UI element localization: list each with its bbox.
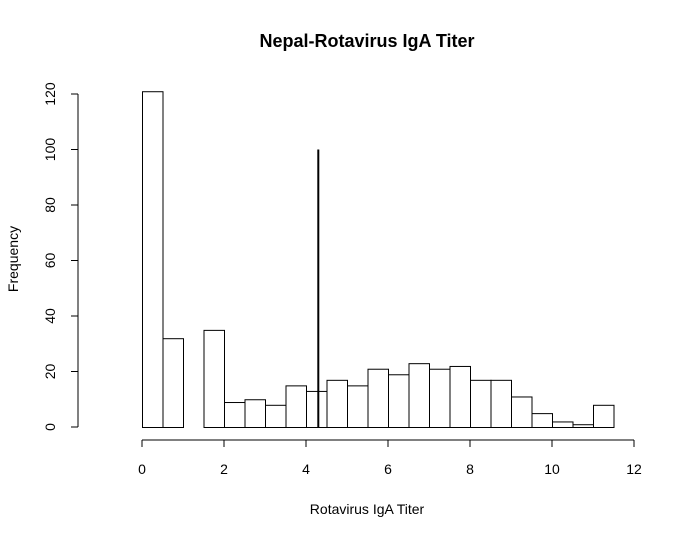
bar-9 xyxy=(326,379,348,429)
x-tick-label-3: 6 xyxy=(384,461,392,477)
bar-7 xyxy=(285,385,307,428)
bar-3 xyxy=(203,329,225,428)
chart-title: Nepal-Rotavirus IgA Titer xyxy=(259,31,474,51)
bars-group xyxy=(142,91,615,429)
bar-4 xyxy=(224,402,246,428)
x-tick-label-4: 8 xyxy=(466,461,474,477)
x-tick-label-0: 0 xyxy=(138,461,146,477)
bar-21 xyxy=(572,424,594,429)
bar-11 xyxy=(367,368,389,429)
y-tick-label-4: 80 xyxy=(42,197,58,213)
y-tick-label-3: 60 xyxy=(42,253,58,269)
y-tick-label-1: 20 xyxy=(42,364,58,380)
bar-13 xyxy=(408,363,430,428)
y-tick-label-5: 100 xyxy=(42,138,58,162)
bar-14 xyxy=(429,368,451,429)
x-tick-label-1: 2 xyxy=(220,461,228,477)
y-axis-label: Frequency xyxy=(5,226,21,292)
bar-8 xyxy=(306,390,328,428)
x-tick-label-2: 4 xyxy=(302,461,310,477)
bar-5 xyxy=(244,399,266,428)
y-tick-label-2: 40 xyxy=(42,308,58,324)
bar-12 xyxy=(388,374,410,428)
x-tick-label-6: 12 xyxy=(626,461,642,477)
x-axis-label: Rotavirus IgA Titer xyxy=(310,501,425,517)
bar-6 xyxy=(265,404,287,428)
y-tick-label-0: 0 xyxy=(42,423,58,431)
bar-20 xyxy=(552,421,574,429)
bar-1 xyxy=(162,338,184,429)
bar-17 xyxy=(490,379,512,429)
bar-10 xyxy=(347,385,369,428)
y-axis: 0 20 40 60 80 100 120 xyxy=(42,82,79,431)
x-axis: 0 2 4 6 8 10 12 xyxy=(138,439,642,477)
bar-16 xyxy=(470,379,492,429)
bar-15 xyxy=(449,365,471,429)
bar-19 xyxy=(531,413,553,428)
bar-22 xyxy=(593,404,615,428)
bar-18 xyxy=(511,396,533,429)
bar-0 xyxy=(142,91,164,428)
y-tick-label-6: 120 xyxy=(42,82,58,106)
x-tick-label-5: 10 xyxy=(544,461,560,477)
